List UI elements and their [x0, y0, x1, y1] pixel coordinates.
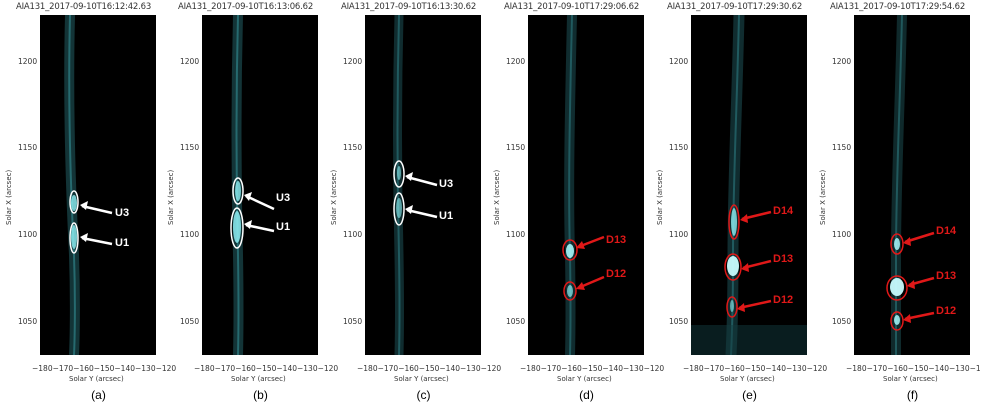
annotation-label: D13 — [936, 270, 957, 282]
annotation-label: D14 — [936, 225, 957, 237]
image-frame: U3 U1 — [40, 15, 156, 355]
y-tick: 1050 — [180, 317, 200, 326]
solar-image — [40, 15, 156, 355]
image-frame: D14 D13 D12 — [854, 15, 970, 355]
y-tick: 1200 — [180, 57, 200, 66]
panel-label: (f) — [906, 388, 919, 402]
solar-image — [528, 15, 644, 355]
annotation-label: U3 — [276, 192, 291, 204]
x-ticks: −180−170−160−150−140−130−120 — [520, 364, 665, 373]
panel-d: AIA131_2017-09-10T17:29:06.62 1200 1150 … — [490, 0, 664, 408]
annotation-label: U1 — [276, 221, 291, 233]
annotation-label: D13 — [773, 253, 794, 265]
x-ticks: −180−170−160−150−140−130−120 — [357, 364, 502, 373]
y-axis-label: Solar X (arcsec) — [167, 169, 175, 225]
y-tick: 1050 — [832, 317, 852, 326]
panel-c: AIA131_2017-09-10T16:13:30.62 1200 1150 … — [327, 0, 501, 408]
annotation-label: D12 — [936, 305, 957, 317]
panel-b: AIA131_2017-09-10T16:13:06.62 1200 1150 … — [164, 0, 338, 408]
y-axis-label: Solar X (arcsec) — [819, 169, 827, 225]
panel-label: (a) — [91, 388, 106, 402]
y-tick: 1100 — [669, 230, 689, 239]
panel-e: AIA131_2017-09-10T17:29:30.62 1200 1150 … — [653, 0, 827, 408]
y-tick: 1150 — [343, 143, 363, 152]
panel-label: (b) — [253, 388, 268, 402]
annotation-label: D13 — [606, 234, 627, 246]
x-axis-label: Solar Y (arcsec) — [394, 375, 449, 383]
solar-image — [854, 15, 970, 355]
arrow — [81, 204, 113, 215]
y-tick: 1200 — [669, 57, 689, 66]
y-tick: 1150 — [180, 143, 200, 152]
panel-f: AIA131_2017-09-10T17:29:54.62 1200 1150 … — [816, 0, 981, 408]
x-axis-label: Solar Y (arcsec) — [720, 375, 775, 383]
panel-a: AIA131_2017-09-10T16:12:42.63 1200 1150 … — [2, 0, 176, 408]
y-axis-label: Solar X (arcsec) — [493, 169, 501, 225]
marker-ellipse — [69, 190, 79, 214]
image-frame: D13 D12 — [528, 15, 644, 355]
panel-label: (e) — [742, 388, 757, 402]
y-axis-label: Solar X (arcsec) — [330, 169, 338, 225]
panel-title: AIA131_2017-09-10T16:12:42.63 — [15, 2, 152, 12]
annotation-label: U1 — [439, 210, 454, 222]
x-ticks: −180−170−160−150−140−130−120 — [194, 364, 339, 373]
annotation-label: U3 — [115, 207, 130, 219]
y-tick: 1200 — [18, 57, 38, 66]
solar-image — [365, 15, 481, 355]
x-axis-label: Solar Y (arcsec) — [557, 375, 612, 383]
annotation-label: D14 — [773, 205, 794, 217]
y-tick: 1200 — [506, 57, 526, 66]
panel-title: AIA131_2017-09-10T17:29:54.62 — [829, 2, 966, 12]
y-tick: 1050 — [506, 317, 526, 326]
y-tick: 1050 — [669, 317, 689, 326]
y-tick: 1150 — [832, 143, 852, 152]
panel-title: AIA131_2017-09-10T16:13:30.62 — [340, 2, 477, 12]
image-frame: U3 U1 — [365, 15, 481, 355]
x-ticks: −180−170−160−150−140−130−120 — [683, 364, 828, 373]
panel-title: AIA131_2017-09-10T17:29:06.62 — [503, 2, 640, 12]
arrow — [81, 236, 113, 246]
image-frame: U3 U1 — [202, 15, 318, 355]
y-tick: 1150 — [18, 143, 38, 152]
annotation-label: U1 — [115, 237, 130, 249]
image-frame: D14 D13 D12 — [691, 15, 807, 355]
y-tick: 1100 — [506, 230, 526, 239]
y-tick: 1150 — [506, 143, 526, 152]
solar-image — [691, 15, 807, 355]
panel-label: (d) — [579, 388, 594, 402]
y-tick: 1100 — [180, 230, 200, 239]
x-axis-label: Solar Y (arcsec) — [231, 375, 286, 383]
y-axis-label: Solar X (arcsec) — [5, 169, 13, 225]
annotation-label: U3 — [439, 178, 454, 190]
annotation-label: D12 — [606, 268, 627, 280]
panel-label: (c) — [416, 388, 431, 402]
panel-title: AIA131_2017-09-10T16:13:06.62 — [177, 2, 314, 12]
x-ticks: −180−170−160−150−140−130−120 — [32, 364, 177, 373]
annotation-label: D12 — [773, 294, 794, 306]
y-tick: 1150 — [669, 143, 689, 152]
panel-title: AIA131_2017-09-10T17:29:30.62 — [666, 2, 803, 12]
y-tick: 1100 — [18, 230, 38, 239]
y-tick: 1100 — [343, 230, 363, 239]
y-axis-label: Solar X (arcsec) — [656, 169, 664, 225]
y-tick: 1100 — [832, 230, 852, 239]
y-tick: 1200 — [832, 57, 852, 66]
y-tick: 1050 — [343, 317, 363, 326]
x-ticks: −180−170−160−150−140−130−120 — [846, 364, 981, 373]
x-axis-label: Solar Y (arcsec) — [883, 375, 938, 383]
x-axis-label: Solar Y (arcsec) — [69, 375, 124, 383]
y-tick: 1050 — [18, 317, 38, 326]
y-tick: 1200 — [343, 57, 363, 66]
marker-ellipse — [69, 222, 79, 254]
solar-image — [202, 15, 318, 355]
